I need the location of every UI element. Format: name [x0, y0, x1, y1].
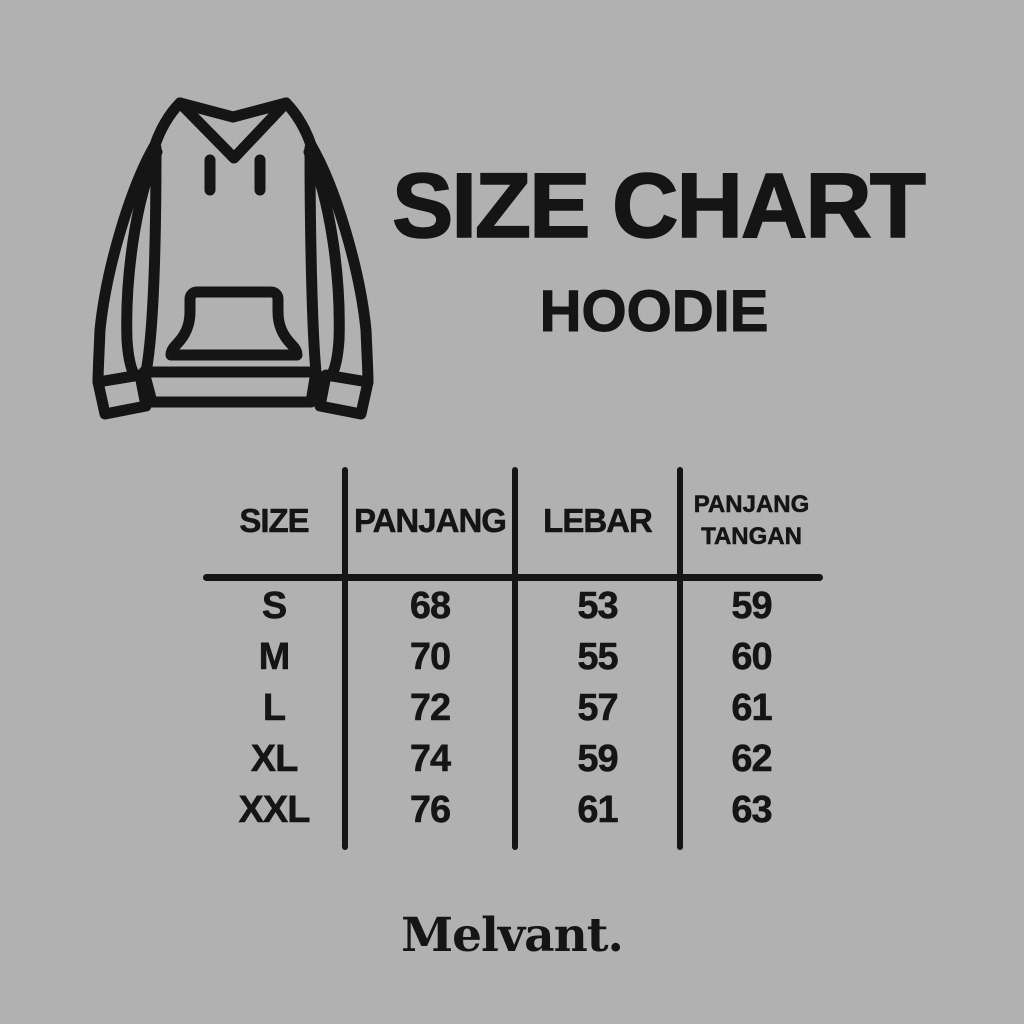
lebar-cell: 61: [577, 789, 619, 832]
panjang-tangan-cell: 60: [731, 636, 773, 679]
table-header-panjang: PANJANG: [354, 501, 507, 539]
panjang-tangan-cell: 59: [731, 585, 773, 628]
column-divider: [512, 467, 518, 850]
hoodie-icon-svg: [92, 97, 374, 420]
panjang-cell: 72: [409, 687, 452, 730]
panjang-cell: 74: [409, 738, 452, 781]
table-row: XL 74 59 62: [203, 734, 823, 785]
panjang-cell: 70: [409, 636, 452, 679]
table-body: S 68 53 59 M 70 55 60 L 72 57 61 XL 74 5…: [203, 581, 823, 836]
brand-logo: Melvant.: [401, 908, 624, 963]
panjang-tangan-cell: 61: [731, 687, 773, 730]
column-divider: [677, 467, 683, 850]
table-row: S 68 53 59: [203, 581, 823, 632]
hoodie-icon: [70, 80, 400, 440]
size-cell: XXL: [238, 789, 310, 832]
lebar-cell: 59: [577, 738, 619, 781]
size-cell: S: [261, 585, 288, 628]
header-rule: [203, 574, 823, 581]
size-cell: M: [258, 636, 290, 679]
page-title: SIZE CHART: [391, 155, 927, 257]
panjang-cell: 76: [409, 789, 452, 832]
panjang-cell: 68: [409, 585, 452, 628]
size-cell: L: [262, 687, 287, 730]
panjang-tangan-cell: 62: [731, 738, 773, 781]
lebar-cell: 57: [577, 687, 619, 730]
page-subtitle: HOODIE: [539, 279, 769, 344]
table-header-size: SIZE: [239, 501, 310, 539]
panjang-tangan-cell: 63: [731, 789, 773, 832]
table-header-panjang-tangan: PANJANG TANGAN: [693, 491, 810, 550]
table-header-lebar: LEBAR: [543, 501, 653, 539]
size-cell: XL: [250, 738, 298, 781]
lebar-cell: 55: [577, 636, 619, 679]
table-header-row: SIZE PANJANG LEBAR PANJANG TANGAN: [203, 467, 823, 574]
title-block: SIZE CHART HOODIE: [391, 0, 927, 460]
table-row: L 72 57 61: [203, 683, 823, 734]
table-row: M 70 55 60: [203, 632, 823, 683]
table-row: XXL 76 61 63: [203, 785, 823, 836]
size-chart-table: SIZE PANJANG LEBAR PANJANG TANGAN S 68 5…: [203, 467, 823, 850]
column-divider: [342, 467, 348, 850]
lebar-cell: 53: [577, 585, 619, 628]
